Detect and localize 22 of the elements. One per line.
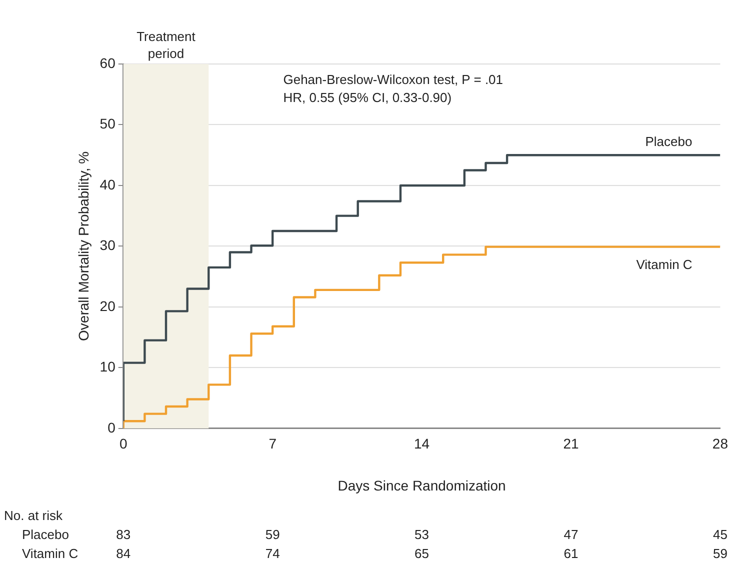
y-axis-title: Overall Mortality Probability, % (75, 151, 92, 341)
annotation: Gehan-Breslow-Wilcoxon test, P = .01 (283, 72, 504, 87)
y-tick-label: 0 (108, 419, 116, 436)
series-label: Placebo (645, 134, 692, 150)
x-tick-label: 14 (414, 436, 430, 452)
x-tick-label: 7 (268, 436, 277, 452)
text: No. at risk (4, 508, 63, 523)
text: Placebo 83 59 53 47 45 (22, 527, 728, 542)
band-label: Treatment period (136, 28, 196, 62)
x-tick-label: 28 (712, 436, 728, 452)
annotation: HR, 0.55 (95% CI, 0.33-0.90) (283, 90, 452, 105)
y-tick-label: 10 (100, 358, 116, 375)
y-tick-label: 60 (100, 54, 116, 71)
y-tick-label: 30 (100, 237, 116, 254)
y-tick-label: 40 (100, 176, 116, 192)
y-tick-label: 20 (100, 298, 116, 314)
series-label: Vitamin C (636, 256, 692, 272)
x-axis-title: Days Since Randomization (338, 477, 506, 494)
text: Vitamin C 84 74 65 61 59 (22, 546, 728, 561)
x-tick-label: 0 (119, 436, 128, 452)
x-tick-label: 21 (563, 436, 579, 452)
y-tick-label: 50 (100, 116, 116, 132)
